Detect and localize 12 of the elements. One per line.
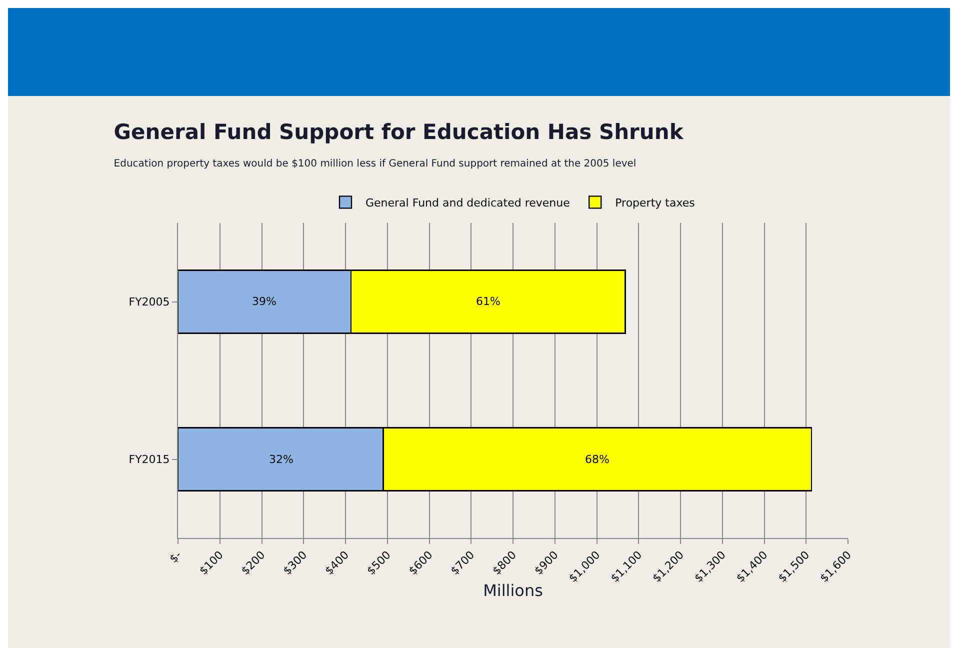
chart-subtitle: Education property taxes would be $100 million less if General Fund support remained at the 2005 level [114,158,636,170]
annotation: 39% [252,295,276,308]
annotation: 68% [585,453,610,466]
y-tick-label: FY2015 [128,453,170,466]
chart-title: General Fund Support for Education Has Shrunk [114,120,684,144]
annotation: 61% [476,295,500,308]
legend-label: General Fund and dedicated revenue [366,196,570,210]
y-tick-label: FY2005 [128,296,170,309]
legend-label: Property taxes [615,196,696,210]
annotation: 32% [269,453,294,466]
x-tick-label: $- [167,548,184,566]
x-axis-title: Millions [483,581,543,600]
